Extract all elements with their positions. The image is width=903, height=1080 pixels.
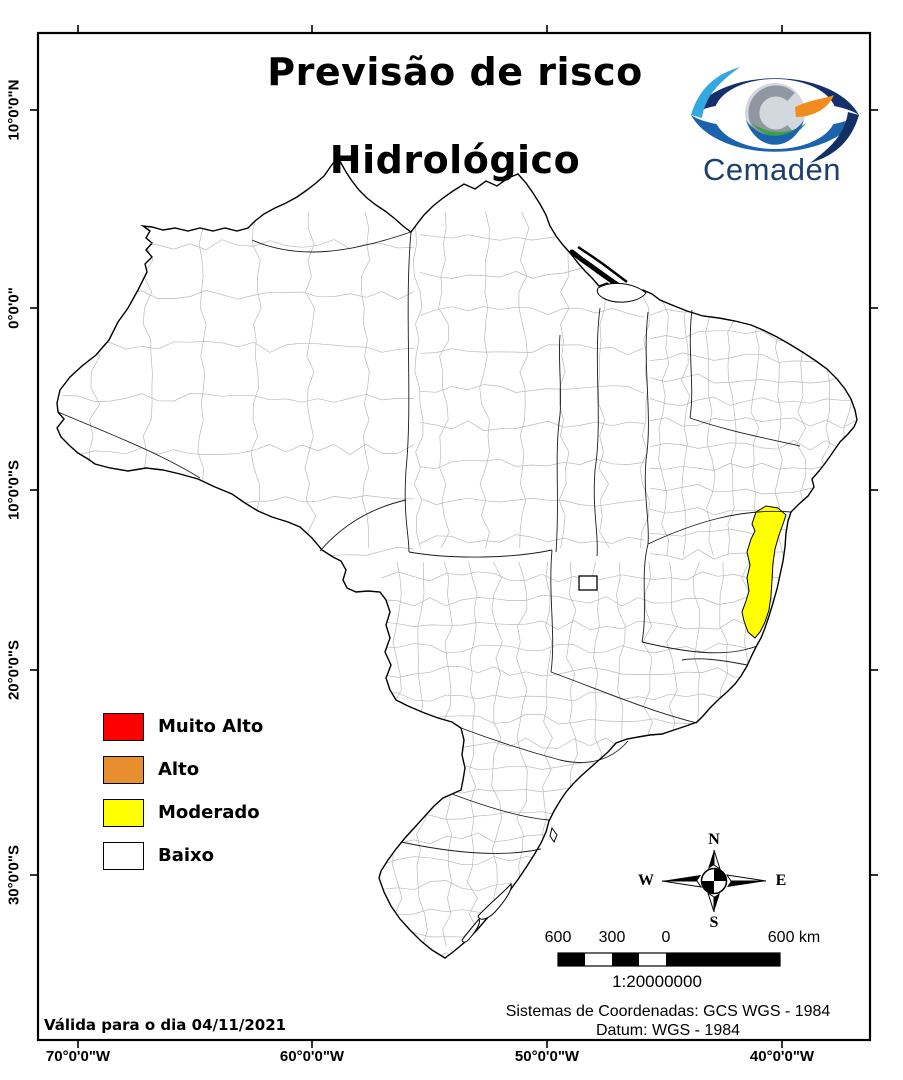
- municipality-boundary: [558, 211, 570, 549]
- municipality-boundary: [479, 211, 490, 549]
- state-boundary: [641, 543, 649, 643]
- municipality-boundary: [842, 561, 853, 947]
- legend-label: Alto: [158, 759, 200, 780]
- x-axis-label: 40°0'0"W: [749, 1048, 815, 1065]
- state-boundary: [404, 231, 412, 553]
- risk-legend: Muito Alto Alto Moderado Baixo: [103, 712, 263, 870]
- compass-s-label: S: [709, 914, 719, 931]
- municipality-boundary: [413, 211, 424, 549]
- municipality-boundary: [419, 306, 645, 318]
- municipality-boundary: [791, 561, 803, 947]
- scale-number: 300: [598, 929, 626, 946]
- municipality-boundary: [61, 443, 415, 456]
- legend-item: Alto: [103, 755, 263, 784]
- map-title: Previsão de risco Hidrológico: [267, 50, 643, 183]
- state-boundary: [408, 549, 553, 558]
- state-boundary: [593, 307, 601, 557]
- state-boundary: [460, 727, 629, 763]
- y-axis-label: 30°0'0"S: [5, 844, 23, 906]
- compass-rose: [661, 849, 767, 913]
- state-boundary: [555, 334, 562, 553]
- compass-e-label: E: [775, 872, 787, 889]
- municipality-boundary: [518, 211, 530, 549]
- state-boundary: [550, 549, 554, 673]
- state-boundary: [689, 417, 801, 447]
- compass-n-label: N: [708, 831, 720, 848]
- state-boundary: [400, 841, 542, 854]
- x-axis-label: 60°0'0"W: [279, 1048, 345, 1065]
- lagoons: [461, 826, 558, 943]
- risk-region-moderado: [741, 505, 787, 639]
- y-axis-label: 0°0'0": [5, 287, 23, 329]
- validity-date: Válida para o dia 04/11/2021: [44, 1016, 287, 1034]
- municipality-boundary: [419, 420, 645, 432]
- y-axis-label: 10°0'0"N: [5, 79, 23, 141]
- compass-w-label: W: [638, 872, 654, 889]
- municipality-boundary: [304, 211, 317, 549]
- municipality-boundary: [381, 761, 857, 772]
- state-boundary: [57, 411, 201, 479]
- municipality-boundary: [438, 211, 450, 549]
- map-frame: [36, 31, 872, 1042]
- legend-swatch: [103, 755, 144, 784]
- crs-line2: Datum: WGS - 1984: [595, 1022, 741, 1039]
- municipality-boundary: [61, 341, 415, 353]
- state-boundary: [644, 311, 649, 545]
- municipality-boundary: [658, 299, 669, 557]
- legend-item: Baixo: [103, 841, 263, 870]
- municipality-boundary: [61, 393, 415, 403]
- municipality-boundary: [466, 561, 478, 947]
- graticule-ticks: [30, 25, 878, 1048]
- municipality-boundary: [419, 458, 645, 470]
- y-axis-label: 10°0'0"S: [5, 459, 23, 521]
- municipality-boundary: [361, 211, 370, 549]
- state-boundary: [550, 671, 698, 724]
- scale-number: 600 km: [767, 929, 821, 946]
- legend-item: Muito Alto: [103, 712, 263, 741]
- municipality-boundary: [649, 373, 857, 384]
- municipality-boundary: [419, 344, 645, 356]
- crs-line1: Sistemas de Coordenadas: GCS WGS - 1984: [505, 1003, 831, 1020]
- state-boundary: [251, 231, 412, 253]
- state-boundary: [647, 510, 792, 545]
- municipality-boundary: [816, 561, 828, 947]
- cemaden-logo-icon: [691, 67, 859, 163]
- legend-label: Moderado: [158, 802, 260, 823]
- amazon-delta-islands: [569, 245, 647, 303]
- municipality-boundary: [649, 396, 857, 407]
- municipality-boundary: [727, 299, 737, 557]
- municipality-boundary: [250, 211, 262, 549]
- x-axis-label: 50°0'0"W: [514, 1048, 580, 1065]
- legend-label: Muito Alto: [158, 716, 264, 737]
- scale-number: 600: [544, 929, 572, 946]
- municipality-boundary: [649, 439, 857, 451]
- cemaden-wordmark: Cemaden: [703, 152, 841, 187]
- scale-ratio: 1:20000000: [612, 972, 702, 991]
- municipality-boundary: [649, 417, 857, 429]
- scale-number: 0: [661, 929, 671, 946]
- state-boundary: [689, 309, 693, 419]
- municipality-boundary: [419, 497, 645, 507]
- legend-item: Moderado: [103, 798, 263, 827]
- municipality-boundary: [680, 299, 690, 557]
- state-boundaries: [57, 231, 801, 854]
- y-axis-label: 20°0'0"S: [5, 639, 23, 701]
- legend-label: Baixo: [158, 845, 215, 866]
- municipality-boundary: [705, 299, 716, 557]
- state-boundary: [451, 793, 550, 821]
- state-boundary: [319, 499, 407, 552]
- state-boundary: [641, 641, 758, 654]
- distrito-federal-box: [578, 575, 598, 591]
- legend-swatch: [103, 798, 144, 827]
- state-boundary: [681, 658, 748, 666]
- municipality-boundary: [419, 384, 645, 394]
- scale-bar: [557, 952, 781, 967]
- municipality-boundary: [491, 561, 503, 947]
- legend-swatch: [103, 841, 144, 870]
- municipality-boundary: [419, 534, 645, 544]
- x-axis-label: 70°0'0"W: [45, 1048, 111, 1065]
- legend-swatch: [103, 712, 144, 741]
